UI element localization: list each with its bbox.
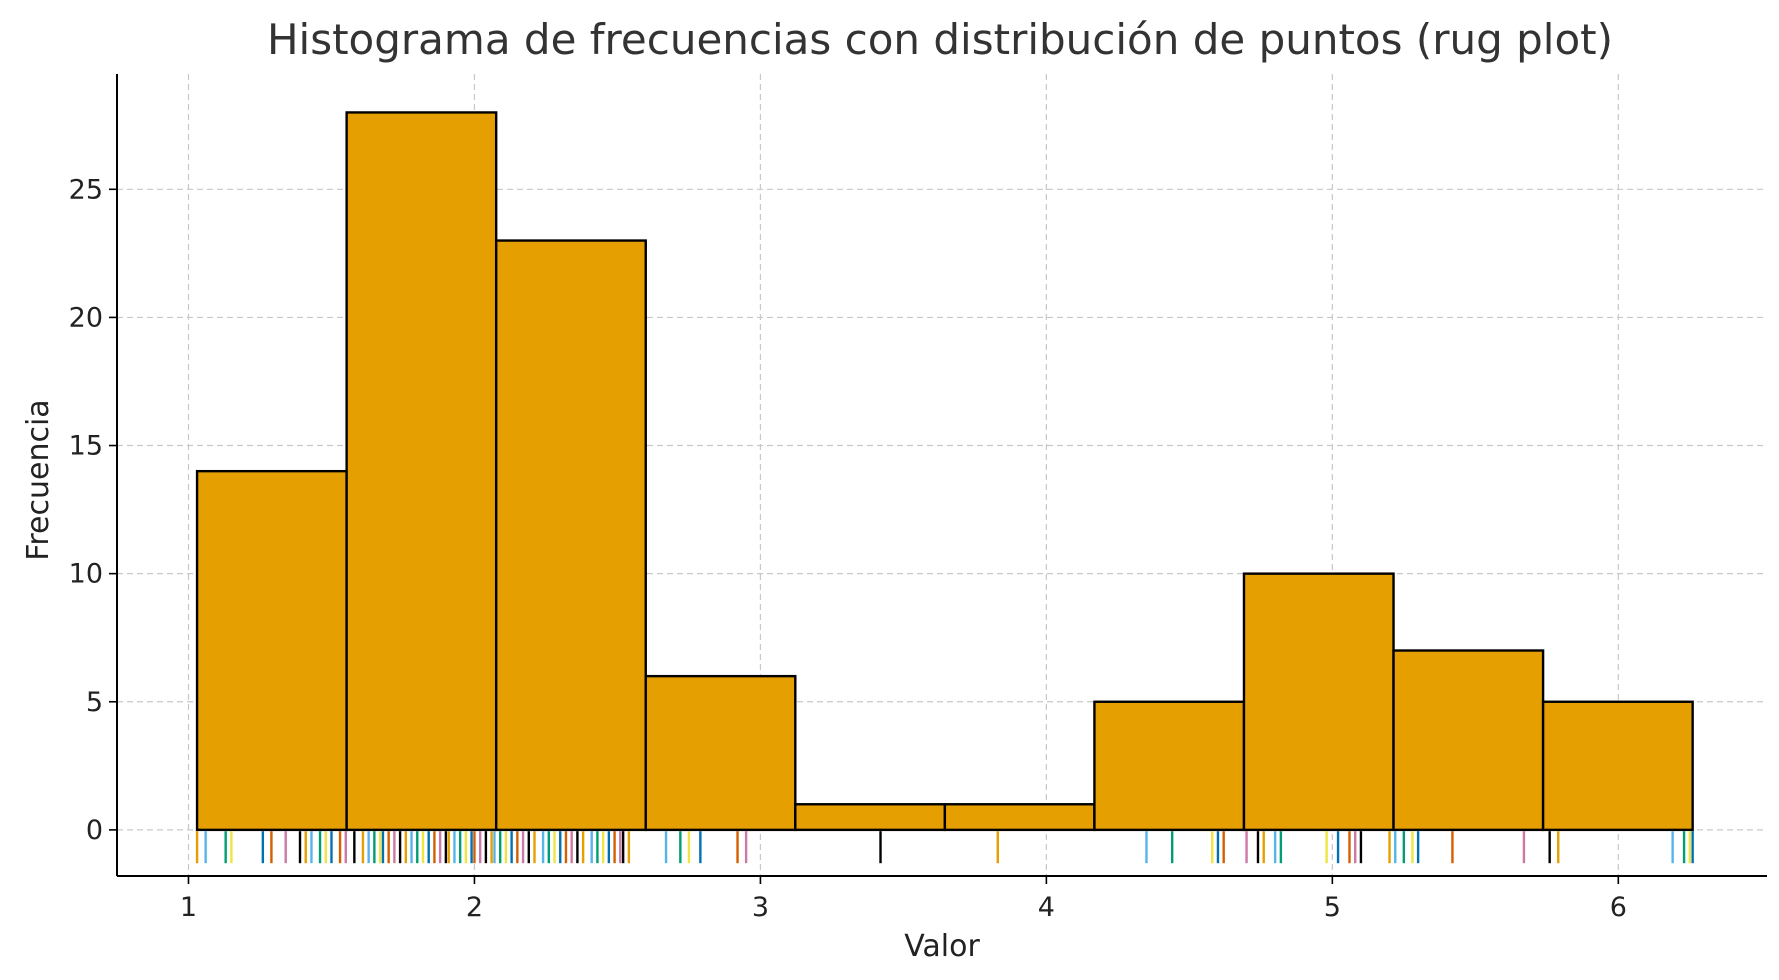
y-axis-label: Frecuencia (21, 399, 56, 560)
axes-layer: 1 2 3 4 5 6 0 5 10 15 20 25 (69, 74, 1767, 923)
y-tick-label: 15 (69, 431, 103, 462)
histogram-bar (1392, 649, 1545, 832)
x-tick-label: 5 (1324, 892, 1341, 923)
x-tick-label: 2 (466, 892, 483, 923)
y-tick-label: 0 (86, 815, 103, 846)
x-tick-label: 1 (180, 892, 197, 923)
y-tick-label: 10 (69, 559, 103, 590)
y-tick-label: 20 (69, 302, 103, 333)
histogram-bar (1093, 700, 1246, 832)
x-tick-label: 3 (752, 892, 769, 923)
histogram-bar (1242, 572, 1395, 832)
histogram-bar (195, 469, 348, 832)
histogram-bar (494, 239, 647, 832)
histogram-bar (644, 674, 797, 832)
histogram-bar (943, 803, 1096, 832)
y-tick-label: 25 (69, 174, 103, 205)
histogram-bar (794, 803, 947, 832)
rug-layer (195, 831, 1694, 864)
histogram-bar (345, 111, 498, 832)
x-tick-label: 4 (1038, 892, 1055, 923)
histogram-bar (1541, 700, 1694, 832)
y-tick-label: 5 (86, 687, 103, 718)
chart-title: Histograma de frecuencias con distribuci… (267, 15, 1613, 64)
x-axis-label: Valor (904, 929, 980, 964)
bars-layer (195, 111, 1694, 832)
x-tick-label: 6 (1610, 892, 1627, 923)
